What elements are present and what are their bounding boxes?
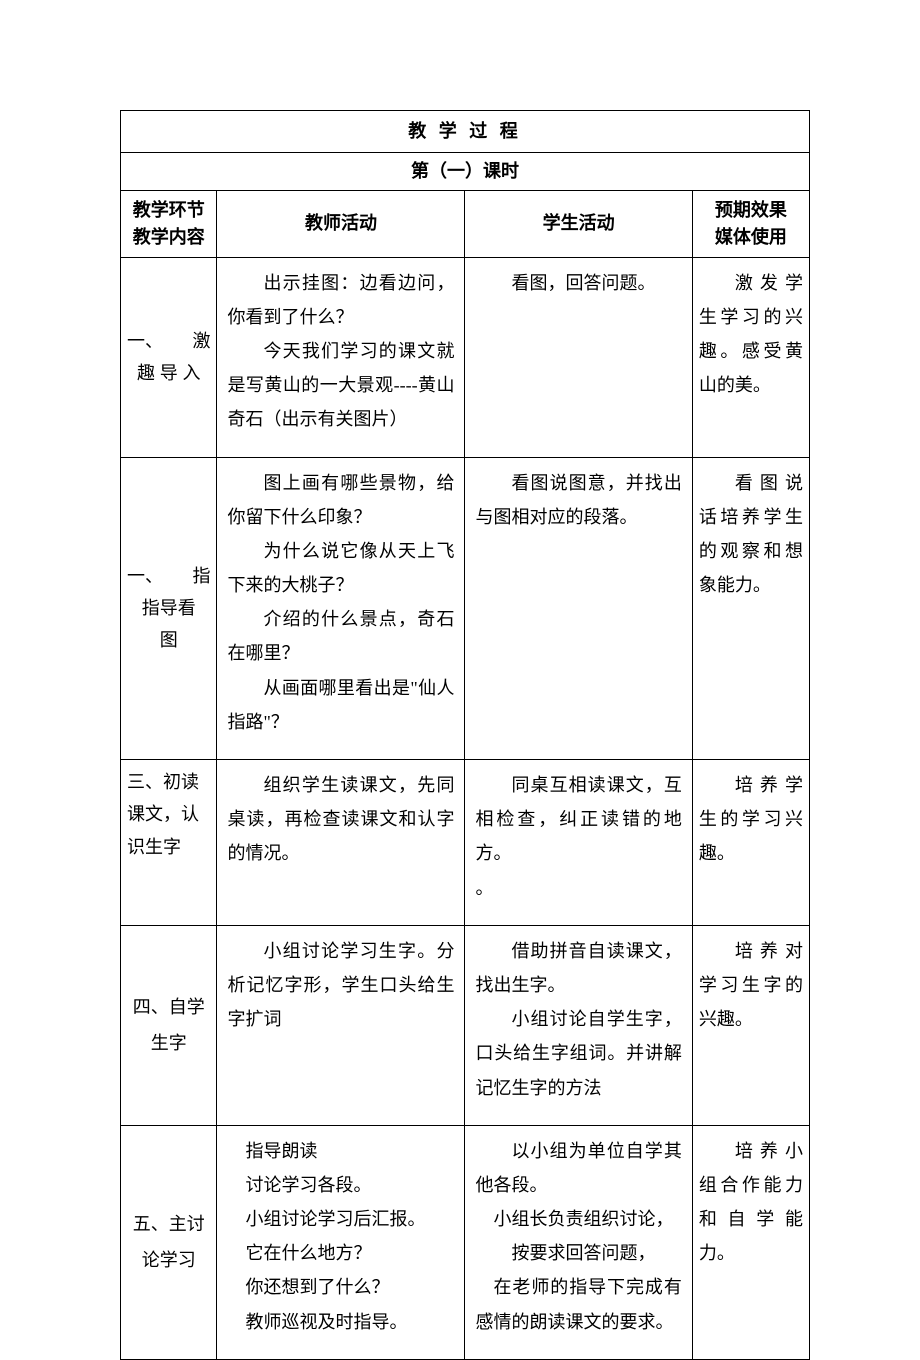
- section-num: 一、: [127, 560, 163, 592]
- teacher-line: 教师巡视及时指导。: [227, 1305, 454, 1339]
- teacher-p: 今天我们学习的课文就是写黄山的一大景观----黄山奇石（出示有关图片）: [227, 334, 454, 437]
- effect-p: 培养学生的学习兴趣。: [699, 768, 803, 871]
- student-p: 小组长负责组织讨论，: [475, 1202, 681, 1236]
- table-row: 三、初读课文，认识生字 组织学生读课文，先同桌读，再检查读课文和认字的情况。 同…: [121, 760, 810, 926]
- table-row: 四、自学生字 小组讨论学习生字。分析记忆字形，学生口头给生字扩词 借助拼音自读课…: [121, 925, 810, 1125]
- effect-p: 培养对学习生字的兴趣。: [699, 934, 803, 1037]
- subtitle-row: 第（一）课时: [121, 152, 810, 190]
- section-num: 一、: [127, 325, 163, 357]
- teacher-line: 小组讨论学习后汇报。: [227, 1202, 454, 1236]
- header-col4: 预期效果 媒体使用: [692, 190, 809, 257]
- teacher-cell-3: 组织学生读课文，先同桌读，再检查读课文和认字的情况。: [217, 760, 465, 926]
- student-p: 看图说图意，并找出与图相对应的段落。: [475, 466, 681, 534]
- table-row: 五、主讨论学习 指导朗读 讨论学习各段。 小组讨论学习后汇报。 它在什么地方？ …: [121, 1125, 810, 1359]
- teacher-p: 为什么说它像从天上飞下来的大桃子？: [227, 534, 454, 602]
- section-cell-2: 一、指 指导看图: [121, 457, 217, 760]
- student-p: 在老师的指导下完成有感情的朗读课文的要求。: [475, 1270, 681, 1338]
- table-row: 一、指 指导看图 图上画有哪些景物，给你留下什么印象？ 为什么说它像从天上飞下来…: [121, 457, 810, 760]
- header-col3: 学生活动: [465, 190, 692, 257]
- teacher-p: 图上画有哪些景物，给你留下什么印象？: [227, 466, 454, 534]
- student-p: 小组讨论自学生字，口头给生字组词。并讲解记忆生字的方法: [475, 1002, 681, 1105]
- section-label: 指: [192, 560, 210, 592]
- effect-cell-1: 激发学生学习的兴趣。感受黄山的美。: [692, 257, 809, 457]
- section-rest: 指导看图: [142, 598, 196, 650]
- lesson-plan-table: 教 学 过 程 第（一）课时 教学环节 教学内容 教师活动 学生活动 预期效果 …: [120, 110, 810, 1360]
- teacher-p: 介绍的什么景点，奇石在哪里？: [227, 602, 454, 670]
- teacher-p: 小组讨论学习生字。分析记忆字形，学生口头给生字扩词: [227, 934, 454, 1037]
- student-p: 同桌互相读课文，互相检查，纠正读错的地方。: [475, 768, 681, 871]
- student-p: 以小组为单位自学其他各段。: [475, 1134, 681, 1202]
- effect-p: 看图说话培养学生的观察和想象能力。: [699, 466, 803, 603]
- section-cell-1: 一、激 趣导入: [121, 257, 217, 457]
- header-col2: 教师活动: [217, 190, 465, 257]
- section-cell-3: 三、初读课文，认识生字: [121, 760, 217, 926]
- section-cell-4: 四、自学生字: [121, 925, 217, 1125]
- student-p: 。: [475, 878, 493, 898]
- header-col4-line1: 预期效果: [715, 200, 787, 220]
- student-cell-4: 借助拼音自读课文，找出生字。 小组讨论自学生字，口头给生字组词。并讲解记忆生字的…: [465, 925, 692, 1125]
- teacher-cell-2: 图上画有哪些景物，给你留下什么印象？ 为什么说它像从天上飞下来的大桃子？ 介绍的…: [217, 457, 465, 760]
- teacher-line: 你还想到了什么？: [227, 1270, 454, 1304]
- table-title: 教 学 过 程: [121, 111, 810, 153]
- table-row: 一、激 趣导入 出示挂图：边看边问，你看到了什么？ 今天我们学习的课文就是写黄山…: [121, 257, 810, 457]
- student-p: 借助拼音自读课文，找出生字。: [475, 934, 681, 1002]
- effect-p: 培养小组合作能力和自学能力。: [699, 1134, 803, 1271]
- effect-cell-5: 培养小组合作能力和自学能力。: [692, 1125, 809, 1359]
- teacher-p: 出示挂图：边看边问，你看到了什么？: [227, 266, 454, 334]
- title-row: 教 学 过 程: [121, 111, 810, 153]
- header-col1: 教学环节 教学内容: [121, 190, 217, 257]
- section-rest: 趣导入: [137, 357, 200, 389]
- header-col1-line2: 教学内容: [133, 227, 205, 247]
- effect-cell-3: 培养学生的学习兴趣。: [692, 760, 809, 926]
- effect-p: 激发学生学习的兴趣。感受黄山的美。: [699, 266, 803, 403]
- student-cell-2: 看图说图意，并找出与图相对应的段落。: [465, 457, 692, 760]
- teacher-p: 从画面哪里看出是"仙人指路"？: [227, 671, 454, 739]
- teacher-line: 讨论学习各段。: [227, 1168, 454, 1202]
- header-col1-line1: 教学环节: [133, 200, 205, 220]
- student-p: 看图，回答问题。: [475, 266, 681, 300]
- header-col4-line2: 媒体使用: [715, 227, 787, 247]
- teacher-line: 它在什么地方？: [227, 1236, 454, 1270]
- student-cell-1: 看图，回答问题。: [465, 257, 692, 457]
- teacher-p: 组织学生读课文，先同桌读，再检查读课文和认字的情况。: [227, 768, 454, 871]
- teacher-cell-4: 小组讨论学习生字。分析记忆字形，学生口头给生字扩词: [217, 925, 465, 1125]
- student-cell-3: 同桌互相读课文，互相检查，纠正读错的地方。 。: [465, 760, 692, 926]
- teacher-line: 指导朗读: [227, 1134, 454, 1168]
- section-cell-5: 五、主讨论学习: [121, 1125, 217, 1359]
- table-subtitle: 第（一）课时: [121, 152, 810, 190]
- student-p: 按要求回答问题，: [475, 1236, 681, 1270]
- section-label: 激: [192, 325, 210, 357]
- teacher-cell-5: 指导朗读 讨论学习各段。 小组讨论学习后汇报。 它在什么地方？ 你还想到了什么？…: [217, 1125, 465, 1359]
- teacher-cell-1: 出示挂图：边看边问，你看到了什么？ 今天我们学习的课文就是写黄山的一大景观---…: [217, 257, 465, 457]
- student-cell-5: 以小组为单位自学其他各段。 小组长负责组织讨论， 按要求回答问题， 在老师的指导…: [465, 1125, 692, 1359]
- effect-cell-4: 培养对学习生字的兴趣。: [692, 925, 809, 1125]
- header-row: 教学环节 教学内容 教师活动 学生活动 预期效果 媒体使用: [121, 190, 810, 257]
- effect-cell-2: 看图说话培养学生的观察和想象能力。: [692, 457, 809, 760]
